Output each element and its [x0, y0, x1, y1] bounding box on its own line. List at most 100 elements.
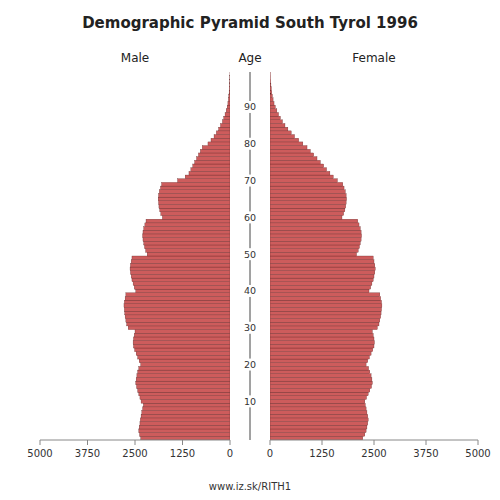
age-tick-label: 10 [244, 396, 256, 407]
bar [270, 359, 368, 363]
bar [270, 219, 358, 223]
bar [270, 208, 345, 212]
bar [146, 249, 230, 253]
bar [141, 436, 230, 440]
bar [133, 344, 230, 348]
bar [143, 238, 230, 242]
x-tick [40, 440, 41, 445]
bar [160, 208, 230, 212]
bar [270, 300, 381, 304]
bar [138, 355, 230, 359]
bar [139, 359, 230, 363]
bar [136, 381, 230, 385]
bar [270, 344, 374, 348]
bar [130, 271, 230, 275]
x-tick [322, 440, 323, 445]
bar [136, 352, 230, 356]
bar [131, 274, 230, 278]
bar [270, 374, 371, 378]
bar [193, 164, 230, 168]
age-label-background [241, 285, 259, 297]
age-label-background [241, 101, 259, 113]
bar [229, 90, 230, 94]
bar [270, 227, 360, 231]
bar [270, 425, 367, 429]
bar [140, 418, 230, 422]
bar [124, 308, 230, 312]
bar [221, 124, 231, 128]
bar [270, 204, 346, 208]
bar [270, 271, 375, 275]
bar [270, 330, 372, 334]
bar [270, 127, 288, 131]
bar [131, 260, 230, 264]
bar [270, 245, 359, 249]
bar [145, 223, 230, 227]
bar [270, 274, 374, 278]
chart-subtitle: www.iz.sk/RITH1 [209, 481, 291, 492]
bar [125, 296, 230, 300]
bar [133, 341, 230, 345]
bar [270, 179, 337, 183]
bar [270, 164, 324, 168]
bar [270, 101, 274, 105]
bar [270, 333, 373, 337]
bar [270, 146, 307, 150]
bar [143, 234, 230, 238]
bar [134, 285, 230, 289]
bar [270, 308, 381, 312]
bar [135, 330, 230, 334]
bar [270, 193, 346, 197]
bar [270, 278, 373, 282]
bar [270, 230, 361, 234]
bar [270, 436, 363, 440]
x-tick-label: 0 [267, 448, 273, 459]
bar [214, 135, 230, 139]
bar [141, 363, 230, 367]
bar [270, 112, 279, 116]
x-tick [426, 440, 427, 445]
bar [128, 326, 230, 330]
bar [270, 293, 380, 297]
bar [137, 374, 230, 378]
bar [270, 422, 368, 426]
bar [144, 241, 230, 245]
bar [270, 304, 382, 308]
age-tick-label: 80 [244, 138, 256, 149]
bar [270, 212, 344, 216]
x-tick-label: 1250 [309, 448, 334, 459]
bar [270, 171, 330, 175]
bar [130, 267, 230, 271]
bar [159, 201, 230, 205]
bar [270, 153, 314, 157]
bar [229, 76, 230, 80]
bar [143, 230, 230, 234]
bar [140, 396, 230, 400]
bar [126, 319, 230, 323]
bar [270, 396, 367, 400]
bar [208, 142, 230, 146]
bar [229, 79, 230, 83]
bar [229, 87, 230, 91]
age-tick-label: 30 [244, 322, 256, 333]
bar [270, 407, 366, 411]
bar [270, 149, 310, 153]
bar [270, 94, 272, 98]
bar [270, 135, 295, 139]
bar [140, 433, 230, 437]
bar [142, 411, 230, 415]
bar [270, 326, 377, 330]
x-tick-label: 0 [227, 448, 233, 459]
bar [229, 72, 230, 76]
bar [270, 337, 374, 341]
bar [139, 425, 230, 429]
bar [270, 392, 368, 396]
bar [270, 263, 375, 267]
bar [270, 105, 275, 109]
bar [158, 197, 230, 201]
bar [178, 179, 230, 183]
x-tick-label: 2500 [361, 448, 386, 459]
bar [270, 282, 372, 286]
age-tick-label: 40 [244, 285, 256, 296]
bar [141, 414, 230, 418]
